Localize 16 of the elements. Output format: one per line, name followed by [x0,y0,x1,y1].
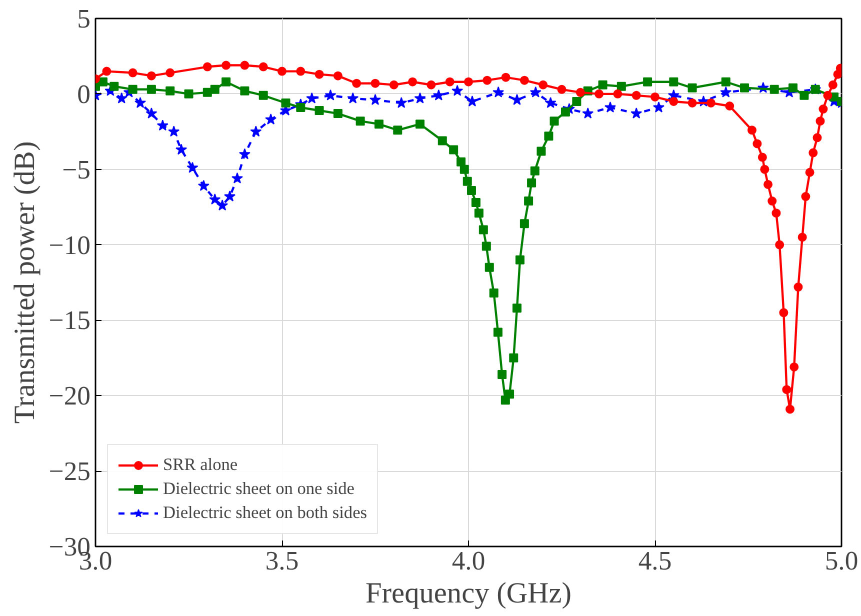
y-tick-label: −5 [62,154,91,184]
y-tick-label: −15 [48,305,91,336]
x-axis-title: Frequency (GHz) [365,578,572,610]
x-tick-label: 4.0 [452,546,486,576]
y-tick-label: 5 [77,4,90,34]
x-tick-label: 5.0 [824,546,858,576]
legend-label: SRR alone [163,455,238,475]
y-tick-label: 0 [77,78,90,109]
y-axis-title: Transmitted power (dB) [8,141,41,424]
x-tick-label: 3.5 [265,546,299,576]
legend-label: Dielectric sheet on one side [163,479,354,499]
x-tick-label: 4.5 [638,546,672,576]
y-tick-label: −25 [48,456,91,486]
legend-label: Dielectric sheet on both sides [163,503,368,523]
y-tick-label: −20 [48,380,91,411]
y-tick-label: −10 [48,230,91,260]
